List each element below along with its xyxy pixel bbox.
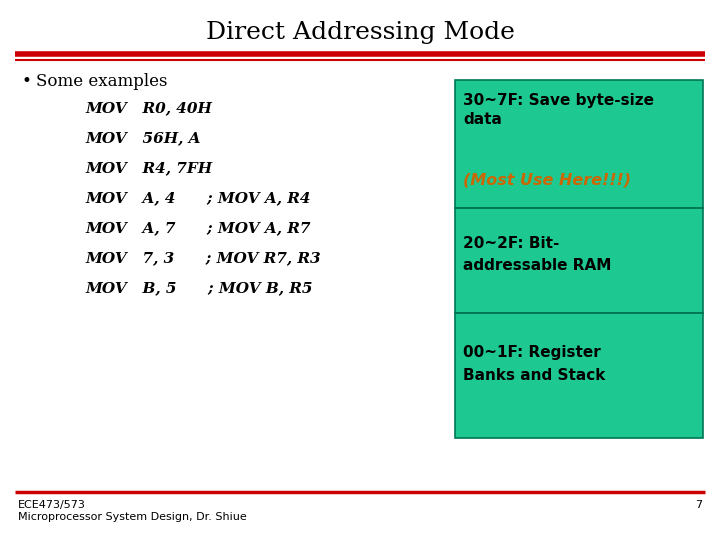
Text: 00~1F: Register: 00~1F: Register: [463, 346, 600, 361]
FancyBboxPatch shape: [455, 313, 703, 438]
Text: 7: 7: [695, 500, 702, 510]
Text: MOV   A, 7      ; MOV A, R7: MOV A, 7 ; MOV A, R7: [85, 221, 310, 235]
Text: data: data: [463, 112, 502, 127]
Text: Banks and Stack: Banks and Stack: [463, 368, 606, 382]
Text: addressable RAM: addressable RAM: [463, 258, 611, 273]
Text: ECE473/573: ECE473/573: [18, 500, 86, 510]
Text: Direct Addressing Mode: Direct Addressing Mode: [206, 21, 514, 44]
Text: Some examples: Some examples: [36, 73, 168, 91]
FancyBboxPatch shape: [455, 208, 703, 313]
Text: MOV   R4, 7FH: MOV R4, 7FH: [85, 161, 212, 175]
Text: (Most Use Here!!!): (Most Use Here!!!): [463, 172, 631, 187]
FancyBboxPatch shape: [455, 80, 703, 208]
Text: Microprocessor System Design, Dr. Shiue: Microprocessor System Design, Dr. Shiue: [18, 512, 247, 522]
Text: 20~2F: Bit-: 20~2F: Bit-: [463, 235, 559, 251]
Text: MOV   A, 4      ; MOV A, R4: MOV A, 4 ; MOV A, R4: [85, 191, 310, 205]
Text: MOV   R0, 40H: MOV R0, 40H: [85, 101, 212, 115]
Text: •: •: [22, 73, 32, 91]
Text: 30~7F: Save byte-size: 30~7F: Save byte-size: [463, 92, 654, 107]
Text: MOV   B, 5      ; MOV B, R5: MOV B, 5 ; MOV B, R5: [85, 281, 312, 295]
Text: MOV   56H, A: MOV 56H, A: [85, 131, 200, 145]
Text: MOV   7, 3      ; MOV R7, R3: MOV 7, 3 ; MOV R7, R3: [85, 251, 320, 265]
